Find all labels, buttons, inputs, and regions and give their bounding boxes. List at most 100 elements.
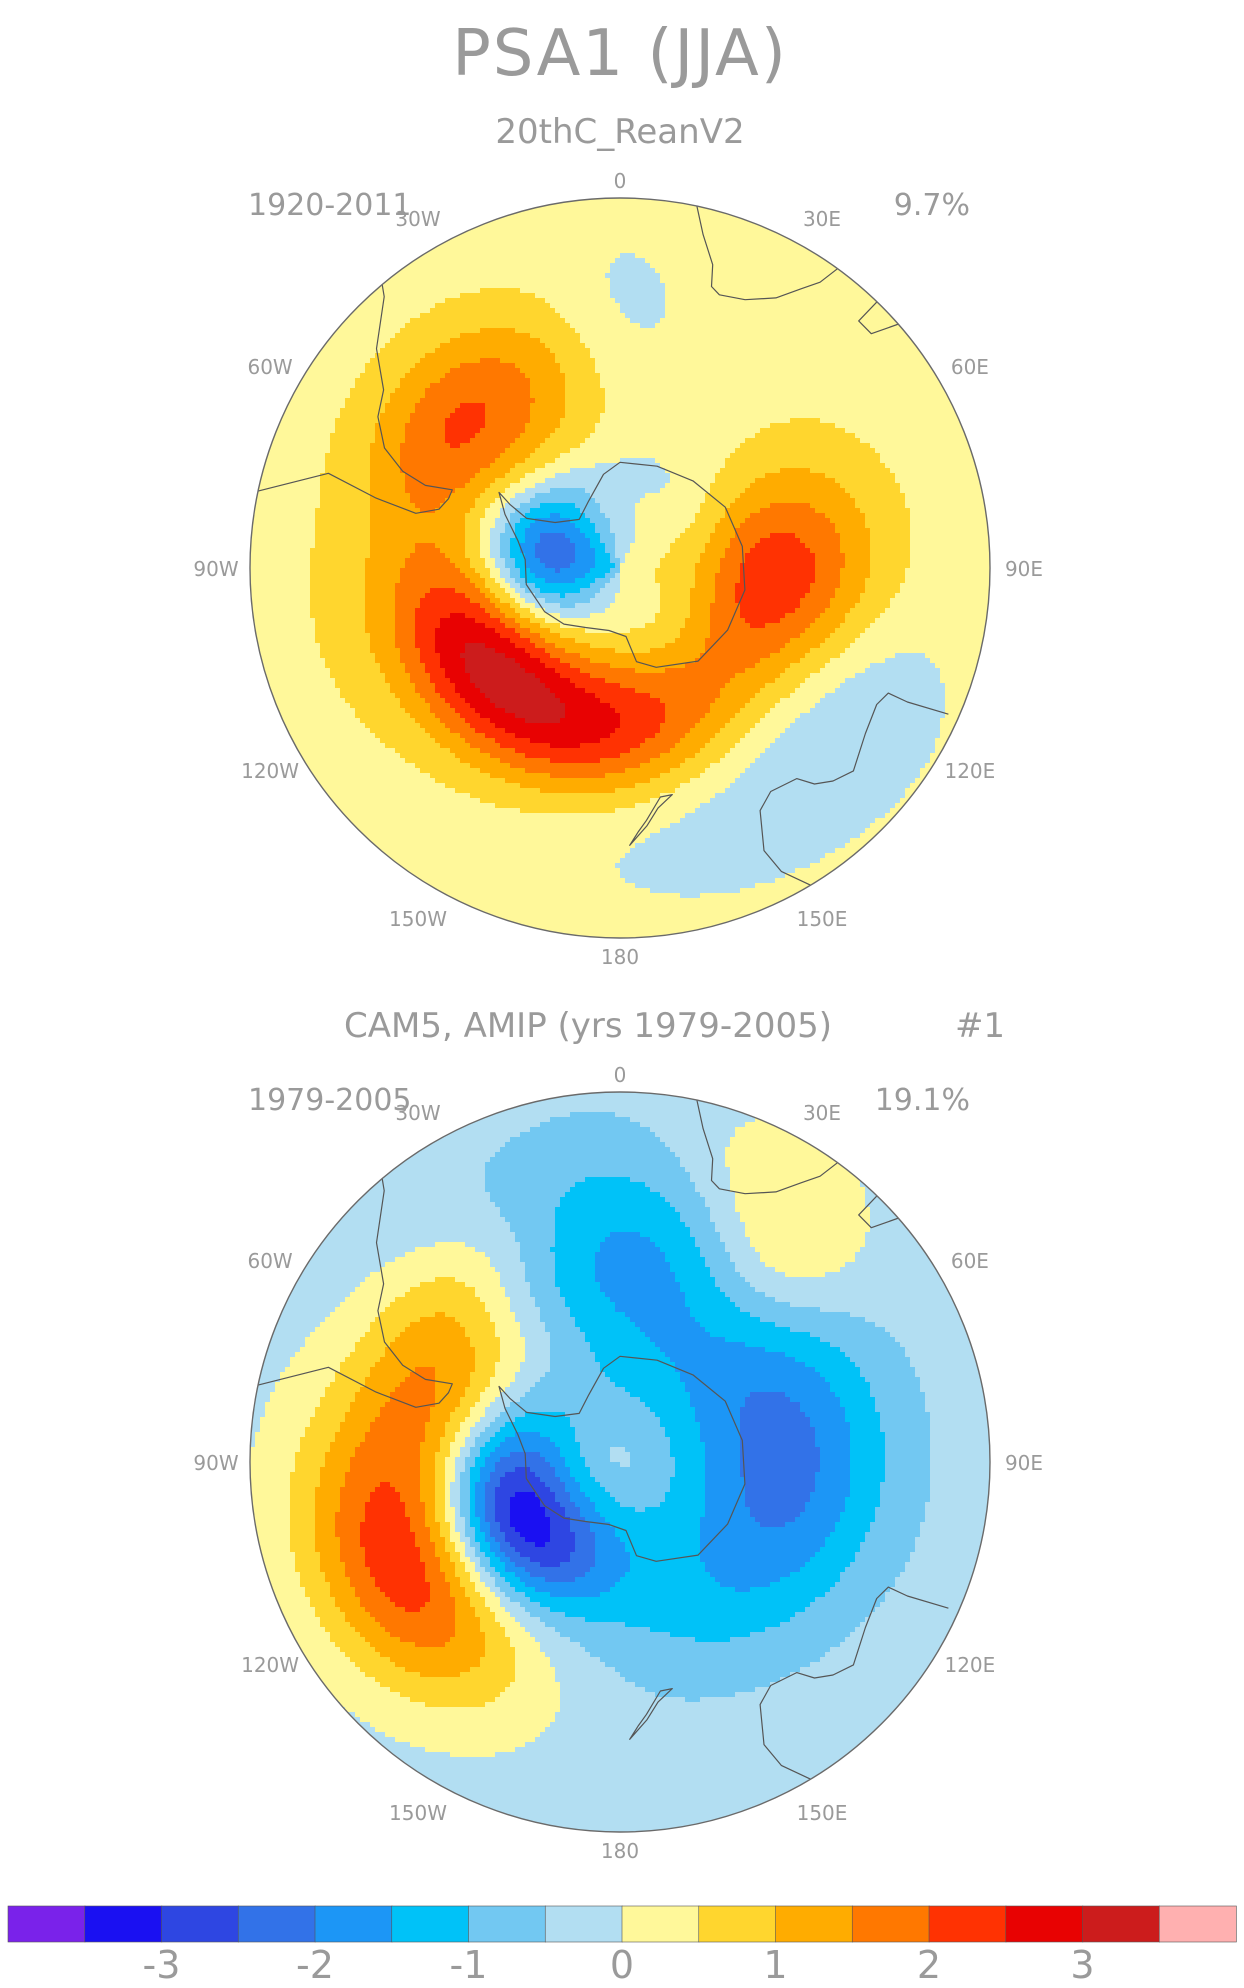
contour-cell: [420, 413, 426, 419]
contour-cell: [550, 278, 556, 284]
contour-cell: [615, 363, 621, 369]
contour-cell: [465, 263, 471, 269]
contour-cell: [765, 308, 771, 314]
contour-cell: [750, 318, 756, 324]
contour-cell: [740, 333, 746, 339]
contour-cell: [610, 313, 616, 319]
contour-cell: [400, 338, 406, 344]
contour-cell: [430, 378, 436, 384]
contour-cell: [610, 198, 616, 204]
contour-cell: [765, 303, 771, 309]
contour-cell: [780, 423, 786, 429]
contour-cell: [530, 288, 536, 294]
contour-cell: [585, 203, 591, 209]
contour-cell: [525, 348, 531, 354]
contour-cell: [450, 298, 456, 304]
contour-cell: [565, 373, 571, 379]
contour-cell: [625, 268, 631, 274]
contour-cell: [615, 308, 621, 314]
contour-cell: [805, 338, 811, 344]
contour-cell: [765, 258, 771, 264]
contour-cell: [425, 273, 431, 279]
contour-cell: [505, 348, 511, 354]
contour-cell: [610, 333, 616, 339]
contour-cell: [470, 348, 476, 354]
contour-cell: [650, 248, 656, 254]
contour-cell: [645, 323, 651, 329]
contour-cell: [525, 263, 531, 269]
contour-cell: [670, 348, 676, 354]
contour-cell: [420, 403, 426, 409]
contour-cell: [480, 423, 486, 429]
contour-cell: [435, 413, 441, 419]
contour-cell: [645, 228, 651, 234]
contour-cell: [560, 363, 566, 369]
contour-cell: [435, 288, 441, 294]
contour-cell: [560, 308, 566, 314]
contour-cell: [460, 308, 466, 314]
contour-cell: [730, 348, 736, 354]
contour-cell: [815, 333, 821, 339]
contour-cell: [690, 293, 696, 299]
contour-cell: [825, 353, 831, 359]
contour-cell: [385, 418, 391, 424]
contour-cell: [630, 273, 636, 279]
contour-cell: [605, 283, 611, 289]
contour-cell: [355, 333, 361, 339]
contour-cell: [495, 313, 501, 319]
contour-cell: [760, 318, 766, 324]
contour-cell: [825, 428, 831, 434]
contour-cell: [505, 393, 511, 399]
contour-cell: [690, 263, 696, 269]
contour-cell: [655, 208, 661, 214]
contour-cell: [700, 233, 706, 239]
contour-cell: [440, 413, 446, 419]
contour-cell: [455, 373, 461, 379]
contour-cell: [460, 378, 466, 384]
contour-cell: [555, 253, 561, 259]
contour-cell: [680, 338, 686, 344]
contour-cell: [800, 358, 806, 364]
contour-cell: [480, 348, 486, 354]
contour-cell: [610, 248, 616, 254]
contour-cell: [675, 348, 681, 354]
contour-cell: [830, 373, 836, 379]
contour-cell: [660, 423, 666, 429]
contour-cell: [610, 298, 616, 304]
contour-cell: [680, 298, 686, 304]
contour-cell: [870, 373, 876, 379]
contour-cell: [280, 403, 286, 409]
contour-cell: [895, 373, 901, 379]
contour-cell: [645, 333, 651, 339]
contour-cell: [910, 423, 916, 429]
contour-cell: [360, 353, 366, 359]
contour-cell: [765, 313, 771, 319]
contour-cell: [590, 203, 596, 209]
contour-cell: [855, 298, 861, 304]
contour-cell: [830, 398, 836, 404]
contour-cell: [850, 313, 856, 319]
contour-cell: [545, 418, 551, 424]
contour-cell: [900, 348, 906, 354]
contour-cell: [535, 298, 541, 304]
contour-cell: [685, 203, 691, 209]
contour-cell: [440, 323, 446, 329]
contour-cell: [450, 278, 456, 284]
contour-cell: [685, 323, 691, 329]
contour-cell: [480, 433, 486, 439]
contour-cell: [720, 263, 726, 269]
contour-cell: [670, 228, 676, 234]
contour-cell: [835, 308, 841, 314]
contour-cell: [905, 378, 911, 384]
contour-cell: [890, 363, 896, 369]
contour-cell: [620, 278, 626, 284]
contour-cell: [515, 238, 521, 244]
contour-cell: [570, 233, 576, 239]
contour-cell: [360, 413, 366, 419]
contour-cell: [440, 343, 446, 349]
contour-cell: [690, 413, 696, 419]
contour-cell: [355, 398, 361, 404]
contour-cell: [550, 363, 556, 369]
contour-cell: [880, 353, 886, 359]
contour-cell: [390, 418, 396, 424]
